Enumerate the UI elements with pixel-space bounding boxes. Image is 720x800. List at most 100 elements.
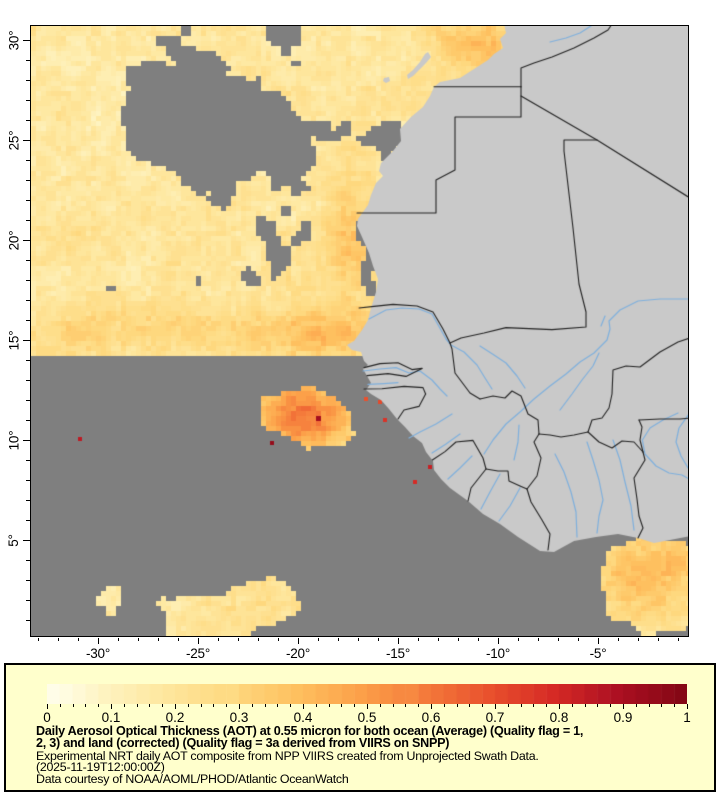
caption-line: Experimental NRT daily AOT composite fro…	[36, 749, 539, 764]
y-axis-major-tick	[23, 240, 30, 241]
y-axis-minor-tick	[26, 260, 30, 261]
y-axis-minor-tick	[26, 560, 30, 561]
colorbar-major-tick	[687, 704, 688, 709]
colorbar-minor-tick	[674, 704, 676, 707]
colorbar-major-tick	[175, 704, 176, 709]
x-axis-tick-label: -25°	[185, 646, 211, 661]
y-axis-minor-tick	[26, 420, 30, 421]
colorbar-minor-tick	[571, 704, 573, 707]
x-axis-minor-tick	[378, 638, 379, 641]
y-axis-minor-tick	[26, 60, 30, 61]
colorbar-major-tick	[47, 704, 48, 709]
y-axis-tick-label: 5°	[0, 523, 27, 557]
y-axis-minor-tick	[26, 280, 30, 281]
colorbar-minor-tick	[123, 704, 125, 707]
colorbar-tick-label: 1	[683, 710, 691, 725]
x-axis-major-tick	[298, 638, 299, 644]
aot-map-canvas	[31, 26, 688, 636]
colorbar-tick-label: 0.5	[357, 710, 377, 725]
colorbar-minor-tick	[290, 704, 292, 707]
colorbar-minor-tick	[379, 704, 381, 707]
colorbar-minor-tick	[328, 704, 330, 707]
x-axis-minor-tick	[578, 638, 579, 641]
colorbar-tick-label: 0	[43, 710, 51, 725]
y-axis-minor-tick	[26, 360, 30, 361]
x-axis-minor-tick	[78, 638, 79, 641]
x-axis-tick-label: -5°	[589, 646, 607, 661]
colorbar-minor-tick	[251, 704, 253, 707]
x-axis-tick-label: -20°	[285, 646, 311, 661]
colorbar-minor-tick	[533, 704, 535, 707]
x-axis-minor-tick	[618, 638, 619, 641]
y-axis-tick-label-text: 5°	[5, 533, 21, 547]
y-axis-minor-tick	[26, 380, 30, 381]
colorbar-tick-label: 0.7	[485, 710, 505, 725]
x-axis-minor-tick	[458, 638, 459, 641]
y-axis-tick-label: 30°	[0, 23, 27, 57]
y-axis-minor-tick	[26, 160, 30, 161]
x-axis-minor-tick	[138, 638, 139, 641]
colorbar-minor-tick	[277, 704, 279, 707]
x-axis-minor-tick	[638, 638, 639, 641]
y-axis-minor-tick	[26, 120, 30, 121]
colorbar-minor-tick	[149, 704, 151, 707]
caption-line-bold: Daily Aerosol Optical Thickness (AOT) at…	[36, 724, 584, 738]
colorbar-minor-tick	[635, 704, 637, 707]
colorbar-minor-tick	[341, 704, 343, 707]
colorbar-major-tick	[623, 704, 624, 709]
colorbar-minor-tick	[456, 704, 458, 707]
x-axis-major-tick	[98, 638, 99, 644]
colorbar-major-tick	[559, 704, 560, 709]
colorbar-minor-tick	[162, 704, 164, 707]
colorbar-minor-tick	[354, 704, 356, 707]
y-axis-tick-label-text: 20°	[5, 230, 21, 250]
x-axis-tick-label: -15°	[385, 646, 411, 661]
y-axis-tick-label-text: 25°	[5, 130, 21, 150]
y-axis-tick-label-text: 15°	[5, 330, 21, 350]
x-axis-minor-tick	[538, 638, 539, 641]
colorbar-tick-label: 0.4	[293, 710, 313, 725]
colorbar-minor-tick	[213, 704, 215, 707]
colorbar-major-tick	[367, 704, 368, 709]
y-axis-minor-tick	[26, 300, 30, 301]
y-axis-tick-label-text: 10°	[5, 430, 21, 450]
colorbar-minor-tick	[200, 704, 202, 707]
y-axis-minor-tick	[26, 320, 30, 321]
x-axis-minor-tick	[338, 638, 339, 641]
colorbar-minor-tick	[315, 704, 317, 707]
colorbar-minor-tick	[136, 704, 138, 707]
y-axis-minor-tick	[26, 480, 30, 481]
x-axis-minor-tick	[58, 638, 59, 641]
y-axis-minor-tick	[26, 400, 30, 401]
colorbar-minor-tick	[520, 704, 522, 707]
x-axis-major-tick	[498, 638, 499, 644]
x-axis-major-tick	[398, 638, 399, 644]
x-axis-minor-tick	[678, 638, 679, 641]
y-axis-tick-label: 20°	[0, 223, 27, 257]
x-axis-minor-tick	[258, 638, 259, 641]
colorbar-tick-label: 0.3	[229, 710, 249, 725]
colorbar-minor-tick	[59, 704, 61, 707]
x-axis-tick-label: -10°	[485, 646, 511, 661]
caption-title: Daily Aerosol Optical Thickness (AOT) at…	[36, 724, 696, 750]
colorbar-minor-tick	[226, 704, 228, 707]
y-axis-minor-tick	[26, 620, 30, 621]
colorbar-tick-label: 0.2	[165, 710, 185, 725]
y-axis-tick-label: 10°	[0, 423, 27, 457]
x-axis-minor-tick	[418, 638, 419, 641]
colorbar-minor-tick	[392, 704, 394, 707]
x-axis-minor-tick	[438, 638, 439, 641]
legend-caption: Daily Aerosol Optical Thickness (AOT) at…	[36, 725, 696, 785]
x-axis-minor-tick	[518, 638, 519, 641]
x-axis-minor-tick	[558, 638, 559, 641]
colorbar-minor-tick	[597, 704, 599, 707]
y-axis-major-tick	[23, 40, 30, 41]
y-axis-tick-label-text: 30°	[5, 30, 21, 50]
caption-details: Experimental NRT daily AOT composite fro…	[36, 749, 696, 785]
y-axis-minor-tick	[26, 500, 30, 501]
colorbar-tick-label: 0.9	[613, 710, 633, 725]
colorbar-tick-label: 0.6	[421, 710, 441, 725]
y-axis-minor-tick	[26, 600, 30, 601]
y-axis-minor-tick	[26, 100, 30, 101]
